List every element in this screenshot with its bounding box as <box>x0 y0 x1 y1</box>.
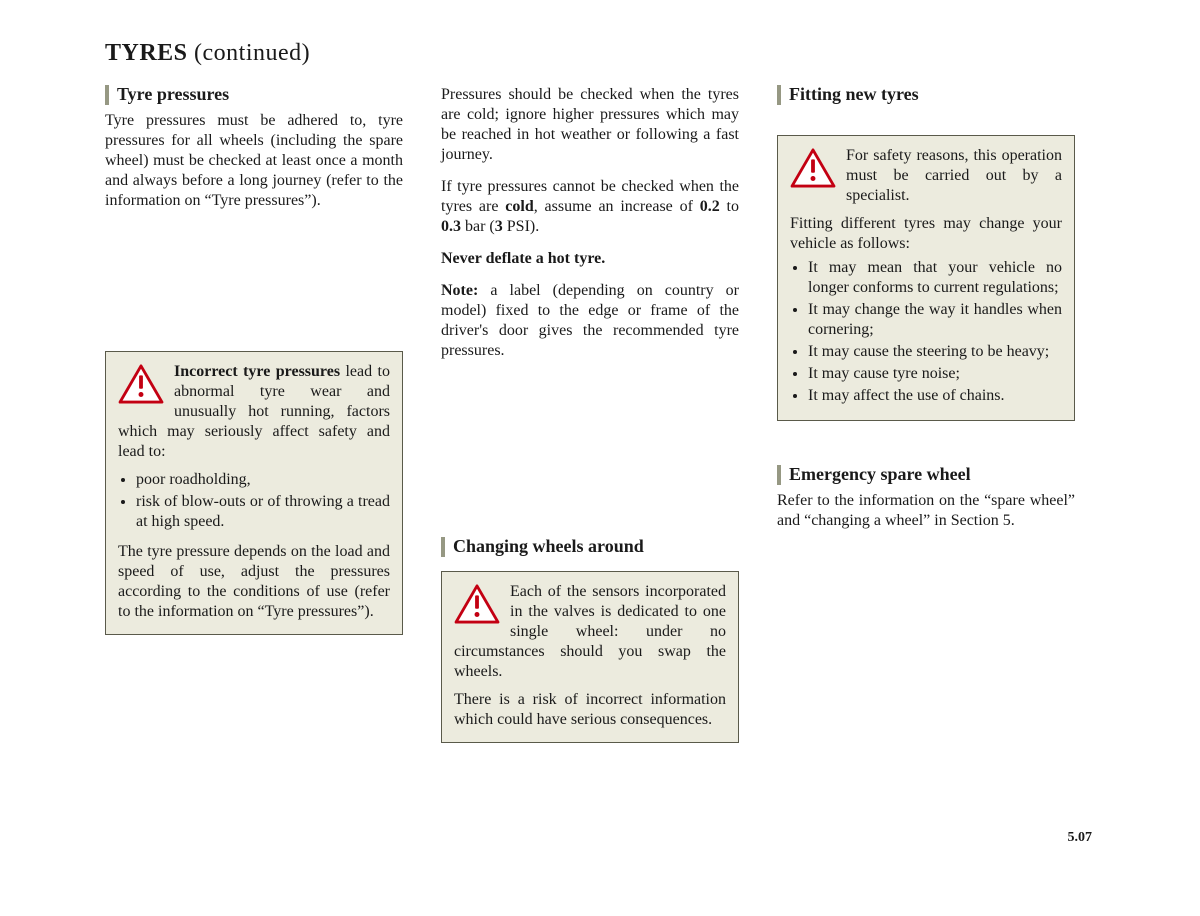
t: bar ( <box>461 218 495 235</box>
fit-li-4: It may cause tyre noise; <box>808 364 1062 384</box>
warn-tail: The tyre pressure depends on the load an… <box>118 542 390 622</box>
subhead-tyre-pressures: Tyre pressures <box>105 85 403 105</box>
columns: Tyre pressures Tyre pressures must be ad… <box>105 85 1110 743</box>
t: PSI). <box>503 218 539 235</box>
para-note-label: Note: a label (depending on country or m… <box>441 281 739 361</box>
subhead-changing-wheels: Changing wheels around <box>441 537 739 557</box>
warning-icon <box>454 584 500 624</box>
warning-box-fitting: For safety reasons, this operation must … <box>777 135 1075 421</box>
column-3: Fitting new tyres For safety reasons, th… <box>777 85 1075 743</box>
warn-li-2: risk of blow-outs or of throwing a tread… <box>136 492 390 532</box>
column-2: Pressures should be checked when the tyr… <box>441 85 739 743</box>
note-text: a label (depending on country or model) … <box>441 282 739 359</box>
fit-li-2: It may change the way it handles when co… <box>808 300 1062 340</box>
warn-list: poor roadholding, risk of blow-outs or o… <box>118 470 390 532</box>
title-continued: (continued) <box>194 40 310 66</box>
t: 0.3 <box>441 218 461 235</box>
warn-sensors-tail: There is a risk of incorrect information… <box>454 690 726 730</box>
t: 0.2 <box>700 198 720 215</box>
warn-li-1: poor roadholding, <box>136 470 390 490</box>
para-check-cold: Pressures should be checked when the tyr… <box>441 85 739 165</box>
t: 3 <box>495 218 503 235</box>
subhead-fitting-tyres: Fitting new tyres <box>777 85 1075 105</box>
fit-li-1: It may mean that your vehicle no longer … <box>808 258 1062 298</box>
page: TYRES (continued) Tyre pressures Tyre pr… <box>105 40 1110 850</box>
warn-fitting-list: It may mean that your vehicle no longer … <box>790 258 1062 406</box>
fit-li-5: It may affect the use of chains. <box>808 386 1062 406</box>
warn-lead-bold: Incorrect tyre pressures <box>174 363 340 380</box>
para-assume-increase: If tyre pressures cannot be checked when… <box>441 177 739 237</box>
warning-icon <box>790 148 836 188</box>
para-never-deflate: Never deflate a hot tyre. <box>441 249 739 269</box>
title-main: TYRES <box>105 40 188 66</box>
page-number: 5.07 <box>1068 830 1093 846</box>
warning-box-sensors: Each of the sensors incorporated in the … <box>441 571 739 743</box>
column-1: Tyre pressures Tyre pressures must be ad… <box>105 85 403 743</box>
t: cold <box>505 198 533 215</box>
warning-box-incorrect-pressures: Incorrect tyre pressures lead to abnorma… <box>105 351 403 635</box>
para-tyre-pressures-intro: Tyre pressures must be adhered to, tyre … <box>105 111 403 211</box>
subhead-spare-wheel: Emergency spare wheel <box>777 465 1075 485</box>
para-spare-wheel: Refer to the information on the “spare w… <box>777 491 1075 531</box>
warn-fitting-after: Fitting different tyres may change your … <box>790 214 1062 254</box>
t: to <box>720 198 739 215</box>
t: , assume an increase of <box>534 198 700 215</box>
warning-icon <box>118 364 164 404</box>
note-label: Note: <box>441 282 478 299</box>
page-title: TYRES (continued) <box>105 40 1110 67</box>
fit-li-3: It may cause the steering to be heavy; <box>808 342 1062 362</box>
